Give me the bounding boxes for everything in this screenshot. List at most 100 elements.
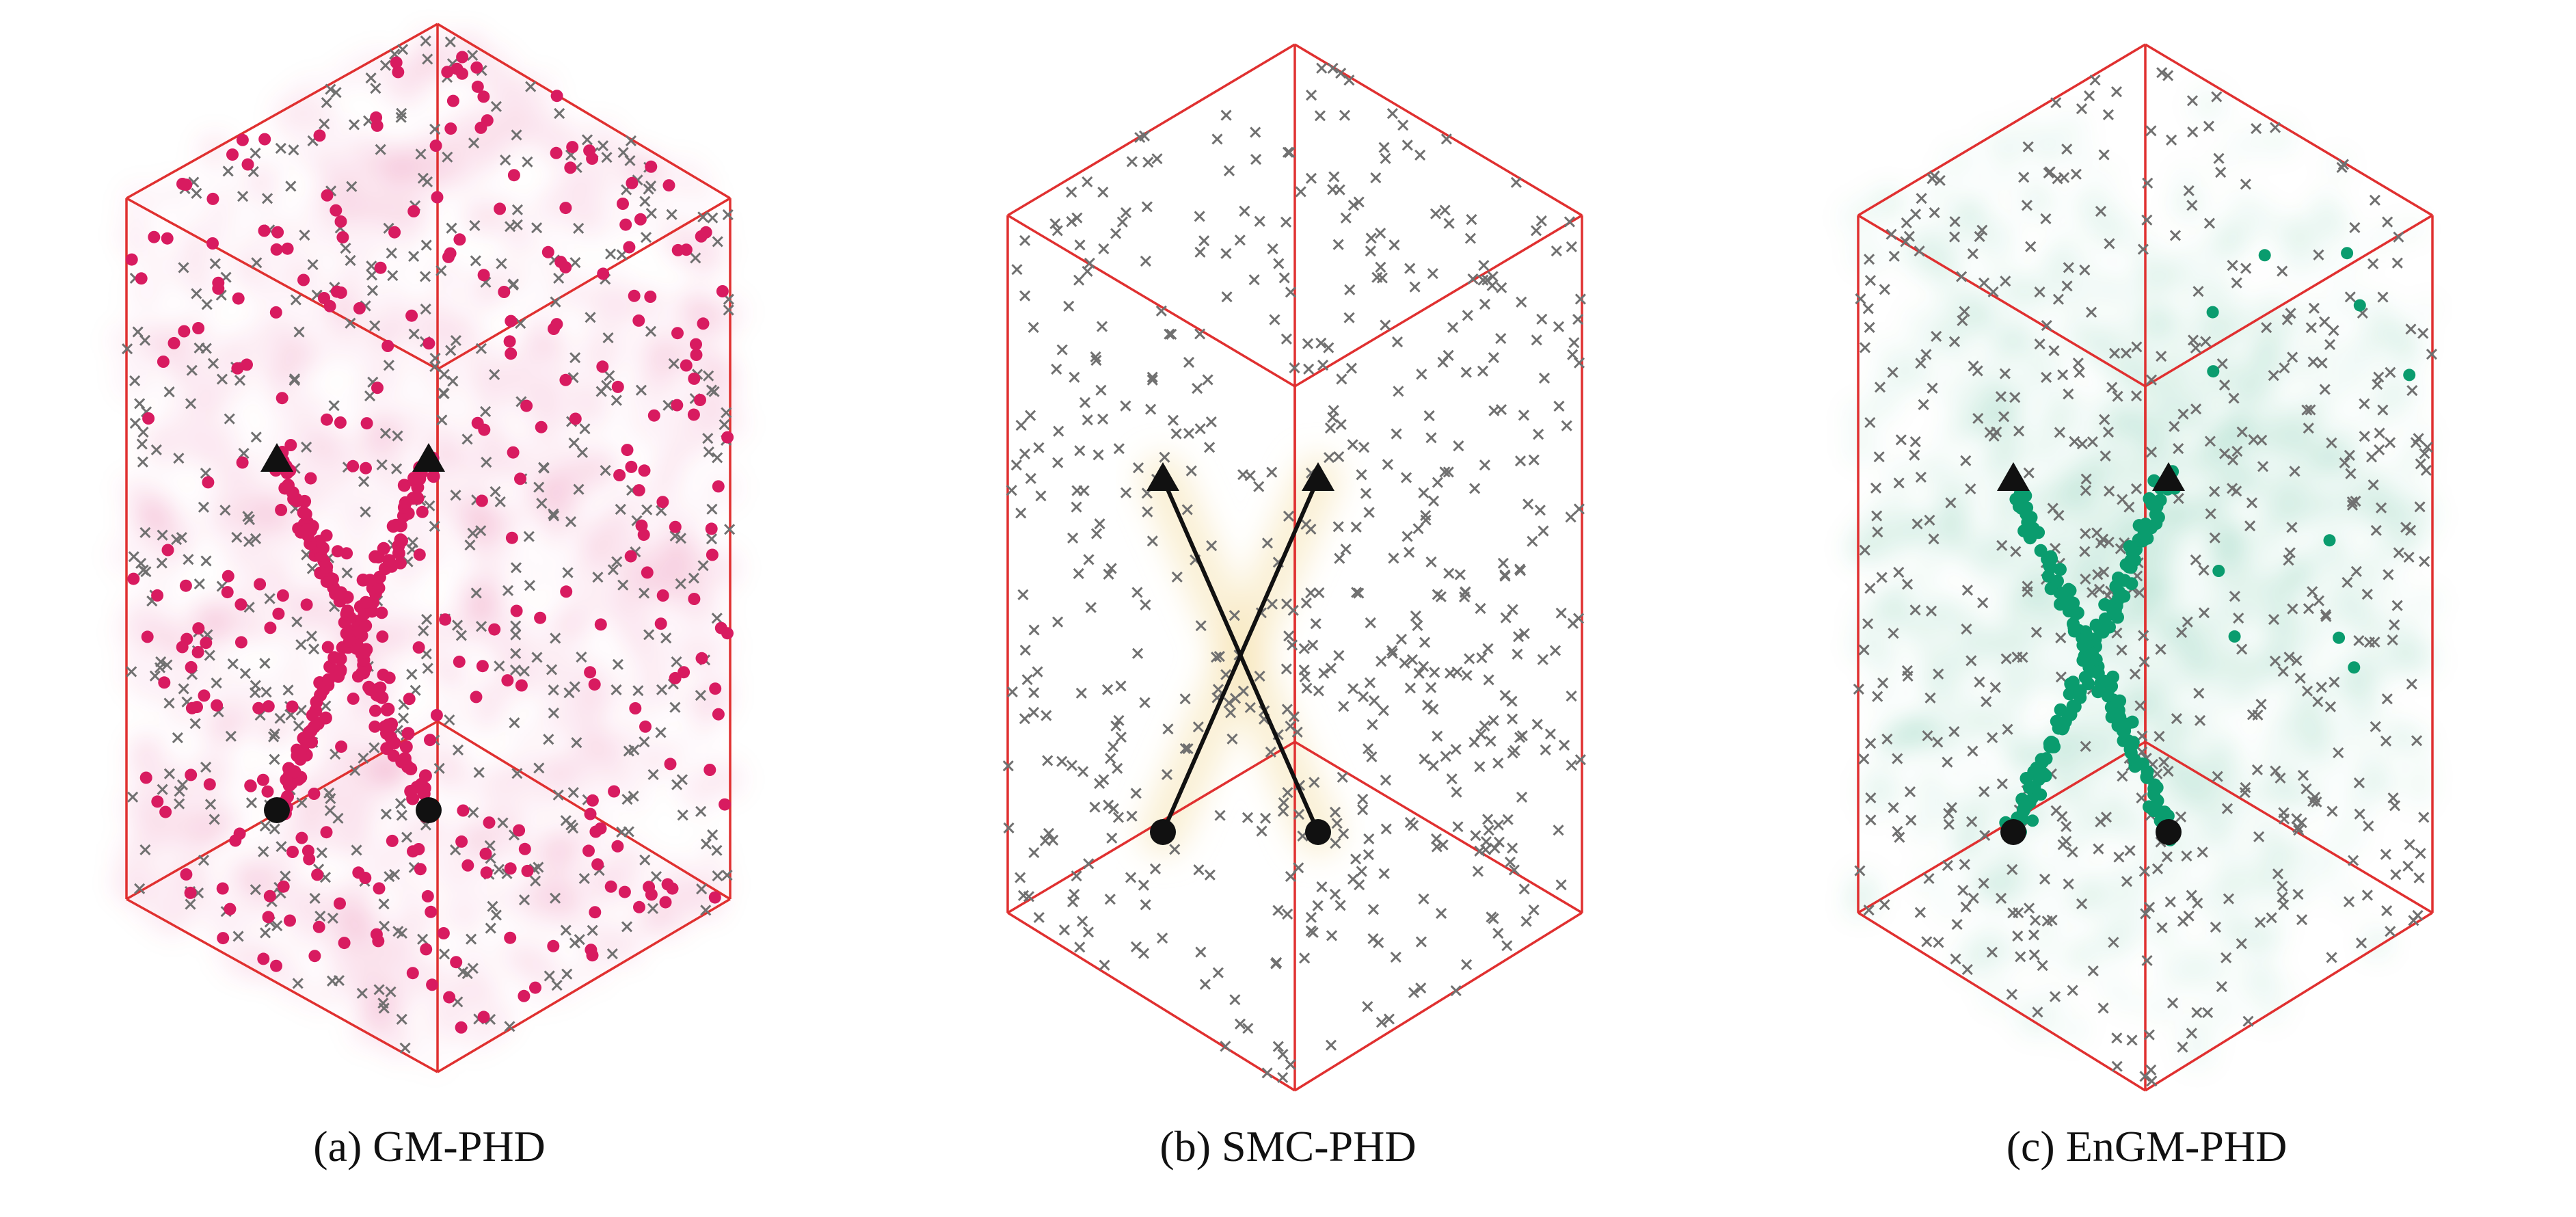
clutter-marker	[1229, 693, 1242, 704]
clutter-marker	[139, 526, 151, 539]
clutter-marker	[1493, 836, 1505, 848]
true-tracks	[1146, 462, 1334, 845]
estimate-point	[550, 146, 563, 159]
intensity-blob	[485, 116, 517, 148]
clutter-marker	[1877, 677, 1889, 688]
clutter-marker	[1485, 735, 1497, 747]
clutter-marker	[1371, 271, 1383, 283]
clutter-marker	[161, 659, 173, 671]
intensity-blob	[2000, 593, 2026, 619]
estimate-point	[662, 179, 675, 192]
clutter-marker	[1972, 412, 1984, 424]
estimate-track-point	[2009, 492, 2023, 506]
clutter-marker	[2350, 565, 2362, 577]
intensity-blob	[2096, 167, 2114, 185]
clutter-marker	[2294, 672, 2306, 684]
clutter-marker	[1345, 362, 1357, 374]
intensity-blob	[1978, 442, 2014, 478]
estimate-point	[383, 671, 396, 684]
clutter-marker	[383, 360, 394, 371]
clutter-marker	[615, 503, 626, 516]
clutter-marker	[1382, 459, 1393, 470]
clutter-marker	[530, 875, 541, 887]
estimate-point	[413, 548, 426, 561]
clutter-marker	[1527, 535, 1538, 547]
estimate-point	[535, 420, 548, 433]
clutter-marker	[1010, 459, 1022, 471]
clutter-marker	[1447, 321, 1459, 334]
clutter-marker	[2419, 556, 2430, 567]
clutter-marker	[1142, 506, 1153, 518]
intensity-blob	[1941, 379, 1973, 411]
estimate-track-point	[2080, 629, 2093, 643]
clutter-marker	[1467, 273, 1479, 285]
estimate-point	[252, 701, 265, 714]
estimate-point	[216, 882, 229, 895]
intensity-blob	[2037, 857, 2054, 876]
clutter-marker	[602, 332, 614, 344]
clutter-marker	[531, 222, 543, 234]
clutter-marker	[401, 831, 413, 843]
estimate-point	[623, 241, 636, 254]
clutter-marker	[2076, 438, 2088, 450]
estimate-point	[232, 292, 245, 305]
intensity-blob	[2203, 602, 2224, 623]
estimate-point	[656, 589, 669, 602]
intensity-blob	[546, 758, 577, 789]
clutter-marker	[1357, 804, 1369, 816]
clutter-marker	[2186, 890, 2197, 901]
intensity-blob	[1924, 180, 1951, 207]
clutter-marker	[1495, 333, 1507, 345]
intensity-blob	[2250, 327, 2283, 360]
intensity-blob	[2266, 839, 2294, 868]
estimate-point	[709, 682, 722, 695]
clutter-marker	[1978, 877, 1989, 889]
clutter-marker	[1242, 1022, 1254, 1034]
clutter-marker	[2300, 783, 2312, 794]
estimate-point	[157, 356, 170, 368]
clutter-marker	[2091, 527, 2103, 539]
clutter-marker	[1316, 62, 1328, 74]
intensity-blob	[546, 912, 571, 937]
clutter-marker	[2089, 75, 2101, 86]
clutter-marker	[2050, 805, 2062, 816]
clutter-marker	[1951, 918, 1963, 931]
estimate-point	[671, 399, 684, 412]
estimate-point	[224, 902, 237, 915]
estimate-point	[694, 394, 706, 406]
clutter-marker	[2324, 701, 2336, 712]
clutter-marker	[2408, 915, 2419, 926]
clutter-marker	[419, 271, 431, 282]
estimate-point	[513, 824, 526, 837]
estimate-point	[617, 198, 629, 210]
intensity-blob	[2383, 322, 2412, 350]
clutter-marker	[1489, 842, 1501, 854]
clutter-marker	[2177, 1041, 2188, 1053]
clutter-marker	[553, 272, 565, 284]
intensity-blob	[637, 327, 671, 360]
clutter-marker	[1146, 374, 1158, 386]
clutter-marker	[1280, 216, 1292, 228]
clutter-marker	[611, 556, 623, 567]
clutter-marker	[1356, 469, 1367, 481]
clutter-marker	[2006, 989, 2017, 1000]
clutter-marker	[595, 386, 607, 397]
clutter-marker	[1120, 207, 1132, 219]
intensity-blob	[1973, 538, 2001, 566]
intensity-blob	[496, 260, 519, 284]
clutter-marker	[2080, 485, 2091, 496]
clutter-marker	[1404, 263, 1416, 274]
estimate-point	[697, 317, 710, 330]
clutter-marker	[548, 684, 559, 696]
clutter-marker	[1299, 952, 1311, 964]
clutter-marker	[2048, 345, 2060, 357]
clutter-marker	[635, 384, 647, 396]
clutter-marker	[2218, 448, 2231, 459]
clutter-marker	[2346, 499, 2359, 511]
intensity-blob	[444, 744, 466, 766]
clutter-marker	[1287, 639, 1298, 651]
clutter-marker	[408, 328, 420, 340]
clutter-marker	[1272, 905, 1284, 916]
estimate-point	[141, 630, 154, 643]
estimate-point	[637, 529, 650, 541]
